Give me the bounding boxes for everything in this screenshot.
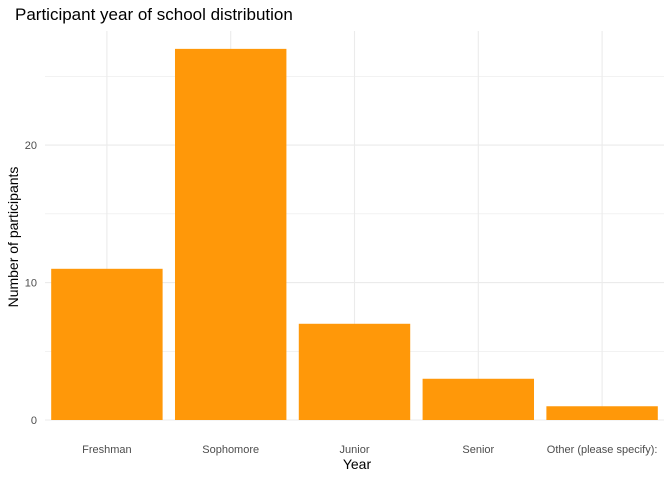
x-axis-title: Year	[343, 456, 372, 472]
x-tick-label: Sophomore	[202, 444, 259, 456]
x-tick-label: Freshman	[82, 444, 132, 456]
y-tick-label: 20	[25, 140, 37, 152]
x-tick-label: Other (please specify):	[547, 444, 658, 456]
bar-4	[546, 406, 658, 420]
y-tick-label: 10	[25, 278, 37, 290]
y-tick-label: 0	[31, 415, 37, 427]
x-tick-label: Senior	[462, 444, 494, 456]
bar-0	[51, 268, 163, 420]
x-tick-label: Junior	[340, 444, 370, 456]
chart-title: Participant year of school distribution	[15, 5, 293, 24]
y-axis-title: Number of participants	[5, 167, 21, 308]
bars	[51, 48, 658, 420]
y-axis-ticks: 0 10 20	[25, 140, 37, 427]
bar-1	[174, 48, 287, 420]
bar-2	[298, 323, 411, 420]
x-axis-ticks: Freshman Sophomore Junior Senior Other (plea…	[82, 444, 657, 456]
bar-3	[422, 378, 535, 420]
